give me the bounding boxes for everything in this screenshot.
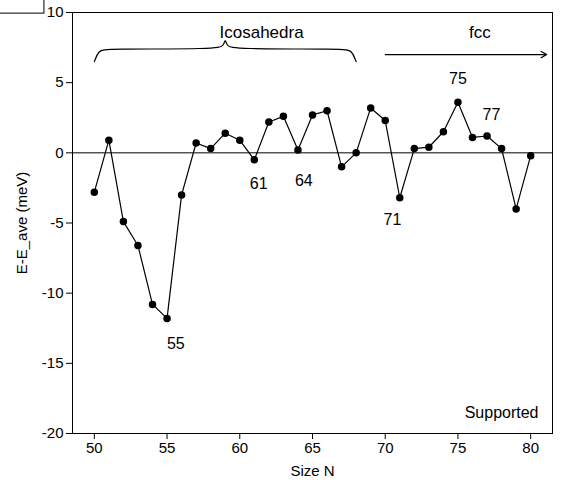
svg-text:-5: -5 [50, 214, 63, 231]
svg-text:fcc: fcc [469, 23, 491, 42]
svg-text:77: 77 [483, 106, 501, 123]
svg-text:64: 64 [295, 172, 313, 189]
svg-text:60: 60 [231, 439, 248, 456]
svg-text:-15: -15 [42, 354, 64, 371]
svg-text:75: 75 [449, 70, 467, 87]
svg-text:Supported: Supported [465, 404, 539, 421]
svg-text:65: 65 [304, 439, 321, 456]
svg-text:80: 80 [522, 439, 539, 456]
svg-text:50: 50 [86, 439, 103, 456]
svg-text:Icosahedra: Icosahedra [220, 23, 305, 42]
svg-text:75: 75 [450, 439, 467, 456]
svg-text:-20: -20 [42, 424, 64, 441]
svg-text:E-E_ave (meV): E-E_ave (meV) [13, 172, 30, 275]
svg-text:Size N: Size N [290, 462, 334, 479]
svg-text:5: 5 [55, 73, 63, 90]
svg-text:70: 70 [377, 439, 394, 456]
svg-text:10: 10 [47, 3, 64, 20]
svg-text:71: 71 [384, 211, 402, 228]
svg-text:0: 0 [55, 144, 63, 161]
svg-text:55: 55 [167, 335, 185, 352]
svg-text:55: 55 [159, 439, 176, 456]
svg-text:61: 61 [250, 175, 268, 192]
svg-text:-10: -10 [42, 284, 64, 301]
